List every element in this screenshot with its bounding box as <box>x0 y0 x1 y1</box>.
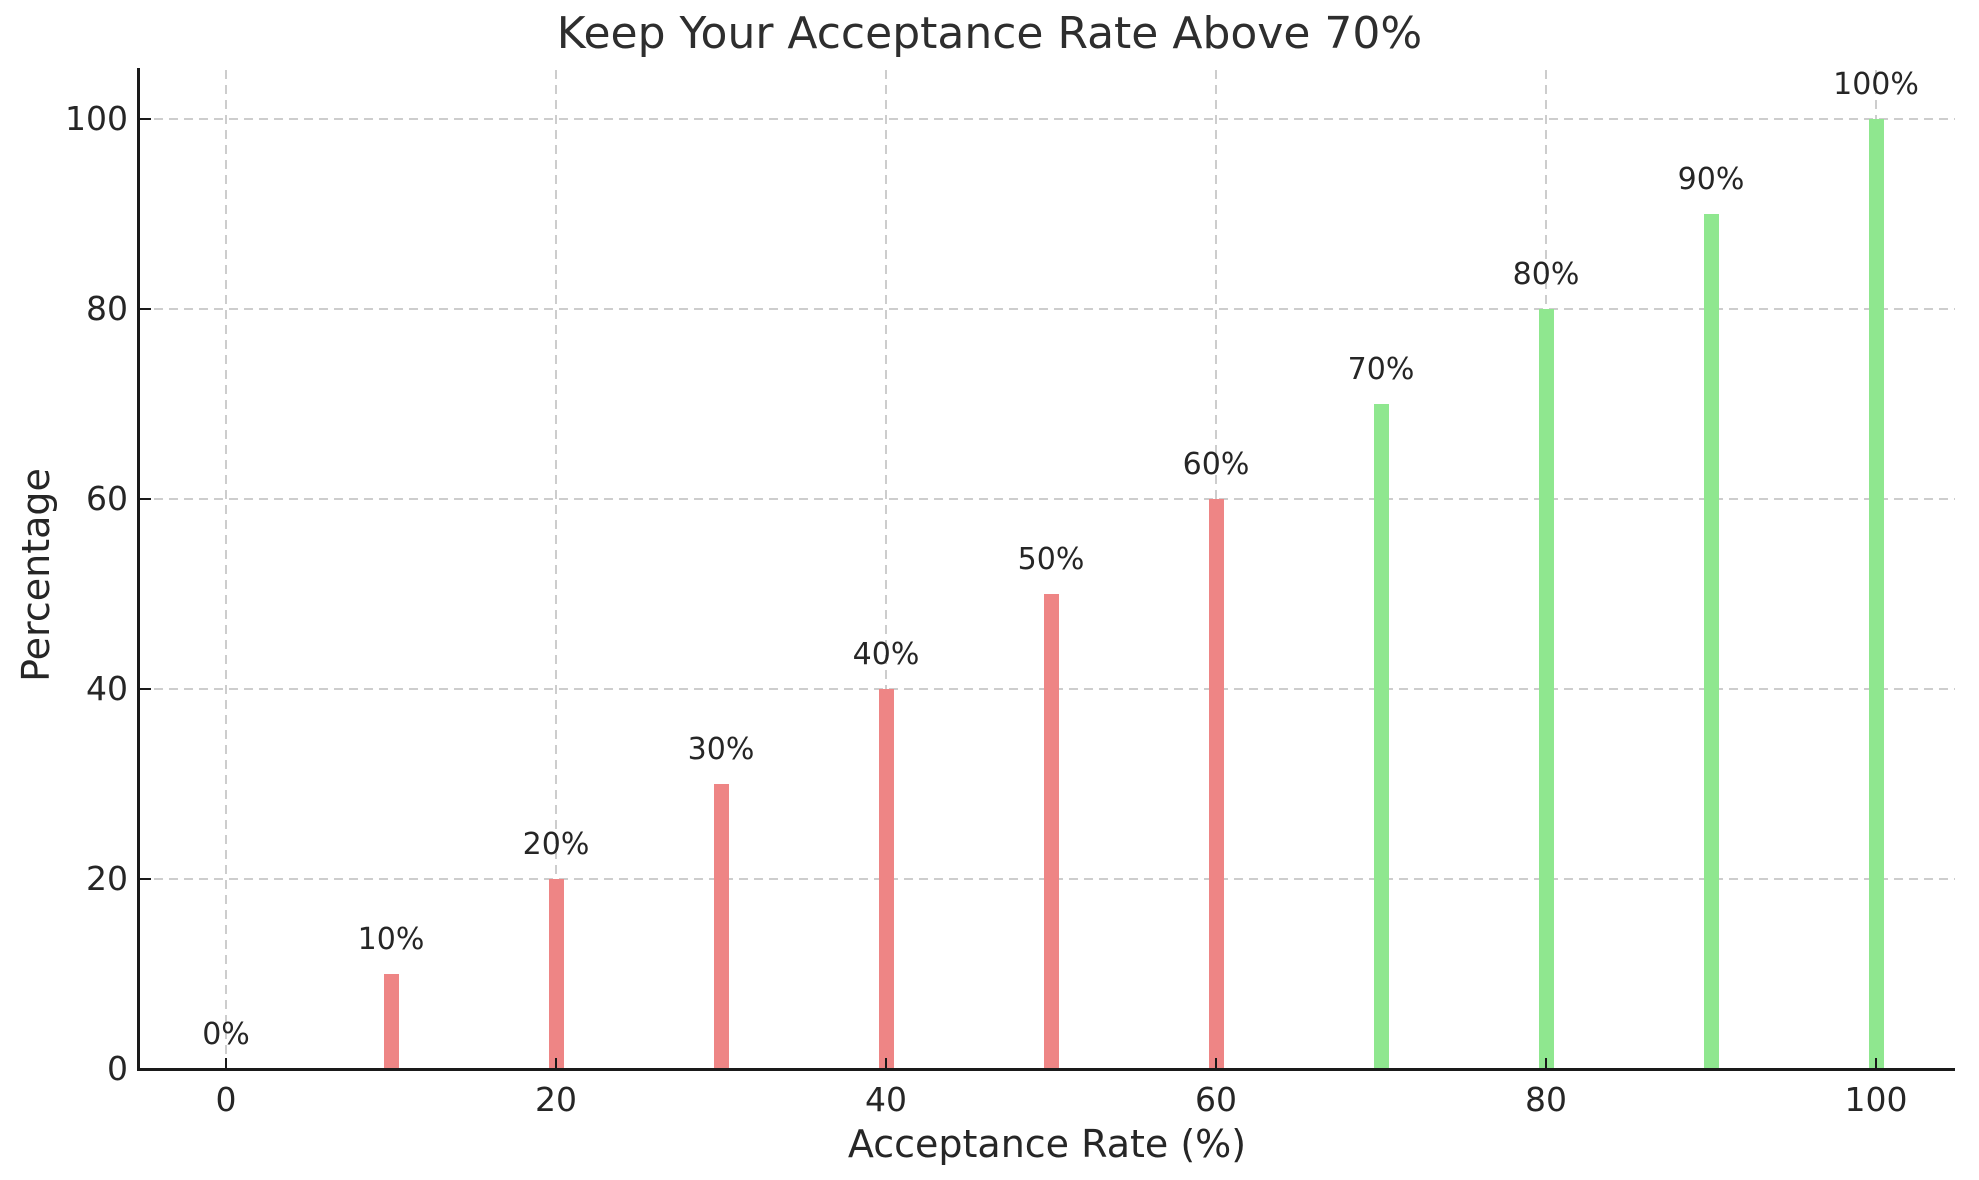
y-tick-label: 20 <box>86 859 128 898</box>
x-tick-mark <box>555 1058 557 1069</box>
y-tick-mark <box>140 878 151 880</box>
bar-value-label: 80% <box>1512 257 1580 292</box>
y-axis-spine <box>137 68 140 1071</box>
bar <box>713 784 729 1069</box>
x-tick-mark <box>1545 1058 1547 1069</box>
x-axis-title: Acceptance Rate (%) <box>847 1122 1247 1166</box>
bar-value-label: 10% <box>357 922 425 957</box>
chart-title: Keep Your Acceptance Rate Above 70% <box>556 8 1423 59</box>
x-tick-label: 40 <box>865 1080 907 1119</box>
bar <box>1208 499 1224 1069</box>
x-tick-mark <box>1875 1058 1877 1069</box>
bar-value-label: 20% <box>522 827 590 862</box>
bar-value-label: 70% <box>1347 352 1415 387</box>
bar <box>878 689 894 1069</box>
x-tick-label: 0 <box>215 1080 237 1119</box>
y-gridline <box>139 308 1955 310</box>
bar <box>1703 214 1719 1069</box>
x-tick-mark <box>885 1058 887 1069</box>
bar-value-label: 90% <box>1677 162 1745 197</box>
bar-value-label: 50% <box>1017 542 1085 577</box>
x-tick-label: 20 <box>535 1080 577 1119</box>
bar <box>548 879 564 1069</box>
y-tick-mark <box>140 308 151 310</box>
x-tick-label: 60 <box>1195 1080 1237 1119</box>
bar <box>1373 404 1389 1069</box>
y-tick-label: 40 <box>86 669 128 708</box>
x-tick-mark <box>225 1058 227 1069</box>
y-tick-mark <box>140 118 151 120</box>
y-gridline <box>139 498 1955 500</box>
y-tick-label: 80 <box>86 289 128 328</box>
x-tick-mark <box>1215 1058 1217 1069</box>
bar-value-label: 100% <box>1833 67 1919 102</box>
bar-value-label: 0% <box>202 1017 250 1052</box>
x-gridline <box>555 70 557 1069</box>
x-gridline <box>885 70 887 1069</box>
x-tick-label: 80 <box>1525 1080 1567 1119</box>
bar-value-label: 30% <box>687 732 755 767</box>
x-axis-spine <box>137 1068 1955 1071</box>
y-tick-mark <box>140 498 151 500</box>
y-tick-label: 100 <box>65 99 128 138</box>
bar <box>1538 309 1554 1069</box>
x-tick-label: 100 <box>1844 1080 1908 1119</box>
x-gridline <box>225 70 227 1069</box>
y-axis-title: Percentage <box>14 468 58 682</box>
y-tick-label: 60 <box>86 479 128 518</box>
y-tick-mark <box>140 1068 151 1070</box>
bar <box>1043 594 1059 1069</box>
y-gridline <box>139 118 1955 120</box>
bar <box>1868 119 1884 1069</box>
bar-value-label: 60% <box>1182 447 1250 482</box>
y-tick-mark <box>140 688 151 690</box>
y-tick-label: 0 <box>107 1049 128 1088</box>
bar-value-label: 40% <box>852 637 920 672</box>
bar <box>383 974 399 1069</box>
